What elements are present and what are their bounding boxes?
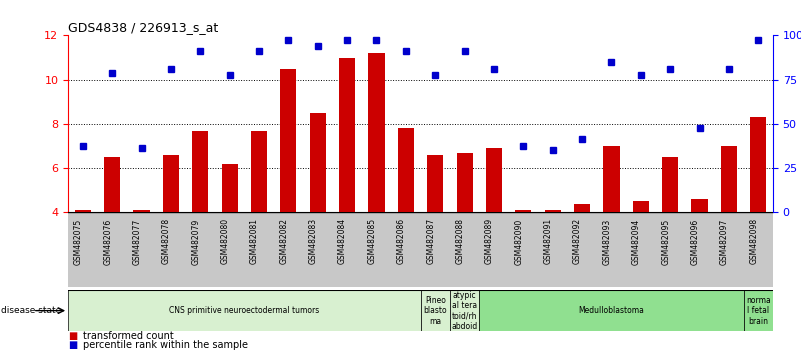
Bar <box>310 113 326 212</box>
Text: Medulloblastoma: Medulloblastoma <box>578 306 644 315</box>
Bar <box>186 212 215 287</box>
Bar <box>251 131 267 212</box>
Text: GDS4838 / 226913_s_at: GDS4838 / 226913_s_at <box>68 21 219 34</box>
Text: percentile rank within the sample: percentile rank within the sample <box>83 341 248 350</box>
Bar <box>574 204 590 212</box>
Bar <box>486 148 502 212</box>
Text: norma
l fetal
brain: norma l fetal brain <box>746 296 771 326</box>
Bar <box>68 212 98 287</box>
Text: GSM482077: GSM482077 <box>132 218 142 264</box>
Text: GSM482094: GSM482094 <box>632 218 641 264</box>
Bar <box>714 212 743 287</box>
Bar <box>68 290 421 331</box>
Bar <box>134 210 150 212</box>
Bar <box>655 212 685 287</box>
Text: ■: ■ <box>68 331 78 341</box>
Bar <box>332 212 362 287</box>
Bar <box>545 210 561 212</box>
Text: GSM482080: GSM482080 <box>220 218 230 264</box>
Bar <box>457 153 473 212</box>
Text: GSM482093: GSM482093 <box>602 218 611 264</box>
Bar <box>303 212 332 287</box>
Text: GSM482078: GSM482078 <box>162 218 171 264</box>
Text: GSM482081: GSM482081 <box>250 218 259 264</box>
Text: GSM482079: GSM482079 <box>191 218 200 264</box>
Text: GSM482089: GSM482089 <box>485 218 494 264</box>
Bar <box>567 212 597 287</box>
Text: ■: ■ <box>68 341 78 350</box>
Bar <box>633 201 649 212</box>
Bar <box>127 212 156 287</box>
Bar <box>163 155 179 212</box>
Text: GSM482096: GSM482096 <box>690 218 699 264</box>
Bar <box>362 212 391 287</box>
Text: GSM482095: GSM482095 <box>661 218 670 264</box>
Text: GSM482097: GSM482097 <box>720 218 729 264</box>
Text: GSM482084: GSM482084 <box>338 218 347 264</box>
Bar <box>626 212 655 287</box>
Bar <box>274 212 303 287</box>
Bar <box>450 290 479 331</box>
Bar <box>192 131 208 212</box>
Bar <box>751 117 767 212</box>
Bar <box>280 69 296 212</box>
Bar <box>691 199 707 212</box>
Bar <box>215 212 244 287</box>
Bar <box>662 157 678 212</box>
Bar <box>222 164 238 212</box>
Text: GSM482085: GSM482085 <box>368 218 376 264</box>
Bar <box>244 212 274 287</box>
Bar <box>156 212 186 287</box>
Bar <box>98 212 127 287</box>
Text: transformed count: transformed count <box>83 331 173 341</box>
Bar <box>515 210 531 212</box>
Text: GSM482090: GSM482090 <box>514 218 523 264</box>
Text: GSM482098: GSM482098 <box>749 218 759 264</box>
Bar <box>427 155 443 212</box>
Bar <box>421 290 450 331</box>
Text: GSM482091: GSM482091 <box>544 218 553 264</box>
Bar <box>74 210 91 212</box>
Bar <box>743 212 773 287</box>
Bar <box>398 128 414 212</box>
Text: GSM482076: GSM482076 <box>103 218 112 264</box>
Bar <box>479 212 509 287</box>
Text: CNS primitive neuroectodermal tumors: CNS primitive neuroectodermal tumors <box>169 306 320 315</box>
Bar <box>421 212 450 287</box>
Bar <box>603 146 619 212</box>
Text: GSM482087: GSM482087 <box>426 218 435 264</box>
Text: atypic
al tera
toid/rh
abdoid: atypic al tera toid/rh abdoid <box>452 291 477 331</box>
Bar <box>685 212 714 287</box>
Text: GSM482088: GSM482088 <box>456 218 465 264</box>
Text: GSM482086: GSM482086 <box>396 218 406 264</box>
Bar <box>743 290 773 331</box>
Bar <box>450 212 479 287</box>
Bar <box>597 212 626 287</box>
Bar <box>104 157 120 212</box>
Text: GSM482082: GSM482082 <box>280 218 288 264</box>
Text: GSM482092: GSM482092 <box>573 218 582 264</box>
Bar <box>479 290 743 331</box>
Bar <box>538 212 567 287</box>
Bar <box>391 212 421 287</box>
Text: GSM482075: GSM482075 <box>74 218 83 264</box>
Bar <box>368 53 384 212</box>
Bar <box>339 57 355 212</box>
Bar <box>509 212 538 287</box>
Text: GSM482083: GSM482083 <box>308 218 318 264</box>
Text: disease state: disease state <box>1 306 61 315</box>
Bar <box>721 146 737 212</box>
Text: Pineo
blasto
ma: Pineo blasto ma <box>424 296 447 326</box>
